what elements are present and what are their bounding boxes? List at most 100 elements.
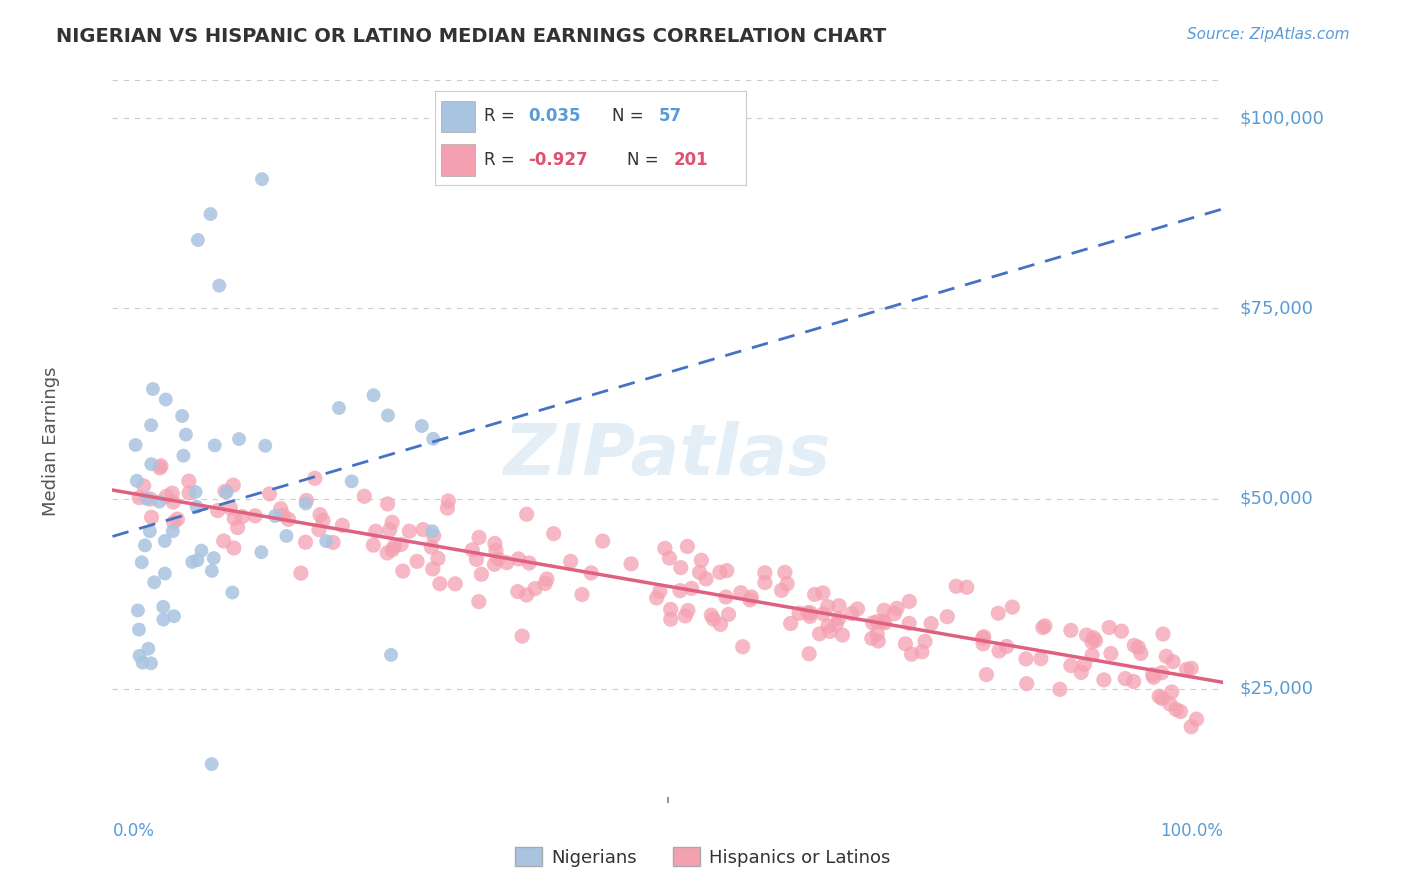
Point	[429, 576, 451, 591]
Point	[1049, 682, 1071, 697]
Point	[273, 508, 295, 523]
Point	[862, 615, 884, 630]
Point	[312, 513, 335, 527]
Point	[516, 588, 538, 602]
Point	[328, 401, 350, 415]
Point	[420, 524, 443, 538]
Text: $50,000: $50,000	[1240, 490, 1313, 508]
Point	[254, 439, 277, 453]
Point	[828, 612, 851, 626]
Point	[883, 607, 905, 621]
Point	[308, 523, 330, 537]
Point	[873, 603, 896, 617]
Point	[1180, 720, 1202, 734]
Point	[208, 278, 231, 293]
Point	[1164, 702, 1187, 716]
Point	[571, 587, 593, 601]
Point	[163, 515, 186, 529]
Point	[149, 458, 172, 473]
Point	[389, 537, 412, 551]
Point	[162, 495, 184, 509]
Point	[1015, 676, 1038, 690]
Point	[363, 388, 385, 402]
Point	[1060, 658, 1083, 673]
Point	[378, 523, 401, 537]
Point	[813, 607, 835, 621]
Point	[340, 475, 363, 489]
Text: Source: ZipAtlas.com: Source: ZipAtlas.com	[1187, 27, 1350, 42]
Point	[149, 461, 172, 475]
Point	[1160, 685, 1182, 699]
Point	[799, 647, 821, 661]
Point	[648, 584, 671, 599]
Point	[315, 534, 337, 549]
Point	[738, 593, 761, 607]
Point	[1076, 628, 1098, 642]
Point	[914, 634, 936, 648]
Point	[773, 566, 796, 580]
Point	[128, 648, 150, 663]
Point	[142, 382, 165, 396]
Point	[1111, 624, 1133, 639]
Point	[250, 172, 273, 186]
Point	[659, 602, 682, 616]
Point	[898, 594, 921, 608]
Point	[138, 641, 160, 656]
Point	[1122, 674, 1144, 689]
Point	[676, 603, 699, 617]
Point	[669, 560, 692, 574]
Point	[1029, 651, 1052, 665]
Point	[201, 564, 224, 578]
Point	[811, 586, 834, 600]
Point	[776, 576, 799, 591]
Point	[377, 497, 399, 511]
Point	[976, 667, 998, 681]
Point	[523, 582, 546, 596]
Point	[1098, 620, 1121, 634]
Point	[779, 616, 801, 631]
Point	[143, 575, 166, 590]
Point	[510, 629, 533, 643]
Point	[536, 572, 558, 586]
Point	[817, 619, 839, 633]
Point	[973, 630, 995, 644]
Text: Median Earnings: Median Earnings	[42, 367, 60, 516]
Point	[420, 540, 443, 554]
Point	[375, 546, 398, 560]
Point	[673, 608, 696, 623]
Point	[332, 518, 354, 533]
Point	[221, 585, 243, 599]
Point	[204, 438, 226, 452]
Point	[422, 529, 444, 543]
Point	[645, 591, 668, 605]
Point	[825, 617, 848, 632]
Point	[231, 509, 253, 524]
Point	[716, 564, 738, 578]
Point	[153, 566, 176, 581]
Point	[695, 572, 717, 586]
Point	[920, 616, 942, 631]
Point	[1180, 661, 1202, 675]
Point	[174, 427, 197, 442]
Point	[201, 757, 224, 772]
Point	[264, 508, 287, 523]
Point	[770, 583, 793, 598]
Point	[485, 543, 508, 558]
Point	[534, 576, 557, 591]
Point	[846, 602, 869, 616]
Point	[841, 607, 863, 621]
Point	[186, 500, 208, 514]
Point	[461, 542, 484, 557]
Text: ZIPatlas: ZIPatlas	[505, 422, 831, 491]
Point	[1081, 648, 1104, 662]
Point	[894, 637, 917, 651]
Point	[486, 551, 509, 566]
Point	[659, 612, 682, 626]
Point	[363, 538, 385, 552]
Point	[700, 608, 723, 623]
Point	[1073, 657, 1095, 672]
Point	[125, 474, 148, 488]
Point	[294, 496, 316, 510]
Point	[1128, 640, 1150, 655]
Point	[987, 606, 1010, 620]
